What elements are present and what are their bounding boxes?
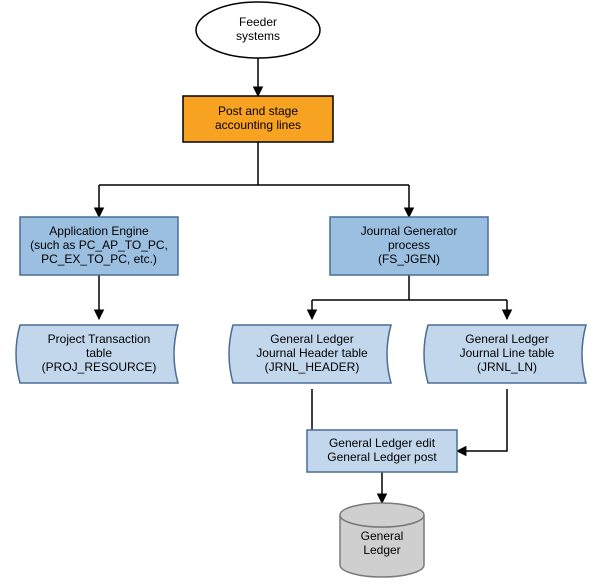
node-label: (such as PC_AP_TO_PC, bbox=[30, 238, 168, 252]
node-label: General bbox=[361, 529, 404, 543]
node-label: Ledger bbox=[363, 543, 400, 557]
node-label: table bbox=[86, 346, 112, 360]
gl_db-top bbox=[340, 503, 424, 527]
node-label: (JRNL_HEADER) bbox=[265, 360, 360, 374]
flowchart: Feedersystems Post and stageaccounting li… bbox=[0, 0, 609, 586]
node-label: Journal Header table bbox=[256, 346, 368, 360]
node-label: process bbox=[388, 238, 430, 252]
node-label: General Ledger bbox=[270, 332, 353, 346]
node-label: General Ledger edit bbox=[329, 436, 436, 450]
node-label: Feeder bbox=[239, 15, 277, 29]
node-label: Project Transaction bbox=[48, 332, 151, 346]
node-label: Journal Line table bbox=[460, 346, 555, 360]
node-label: (PROJ_RESOURCE) bbox=[42, 360, 157, 374]
node-label: General Ledger post bbox=[327, 450, 437, 464]
node-label: Journal Generator bbox=[361, 224, 458, 238]
node-label: accounting lines bbox=[215, 118, 301, 132]
node-label: (FS_JGEN) bbox=[378, 252, 440, 266]
node-label: Application Engine bbox=[49, 224, 149, 238]
node-label: PC_EX_TO_PC, etc.) bbox=[41, 252, 157, 266]
node-label: systems bbox=[236, 29, 280, 43]
edge bbox=[457, 389, 507, 451]
node-label: General Ledger bbox=[465, 332, 548, 346]
node-label: Post and stage bbox=[218, 104, 298, 118]
node-label: (JRNL_LN) bbox=[477, 360, 537, 374]
